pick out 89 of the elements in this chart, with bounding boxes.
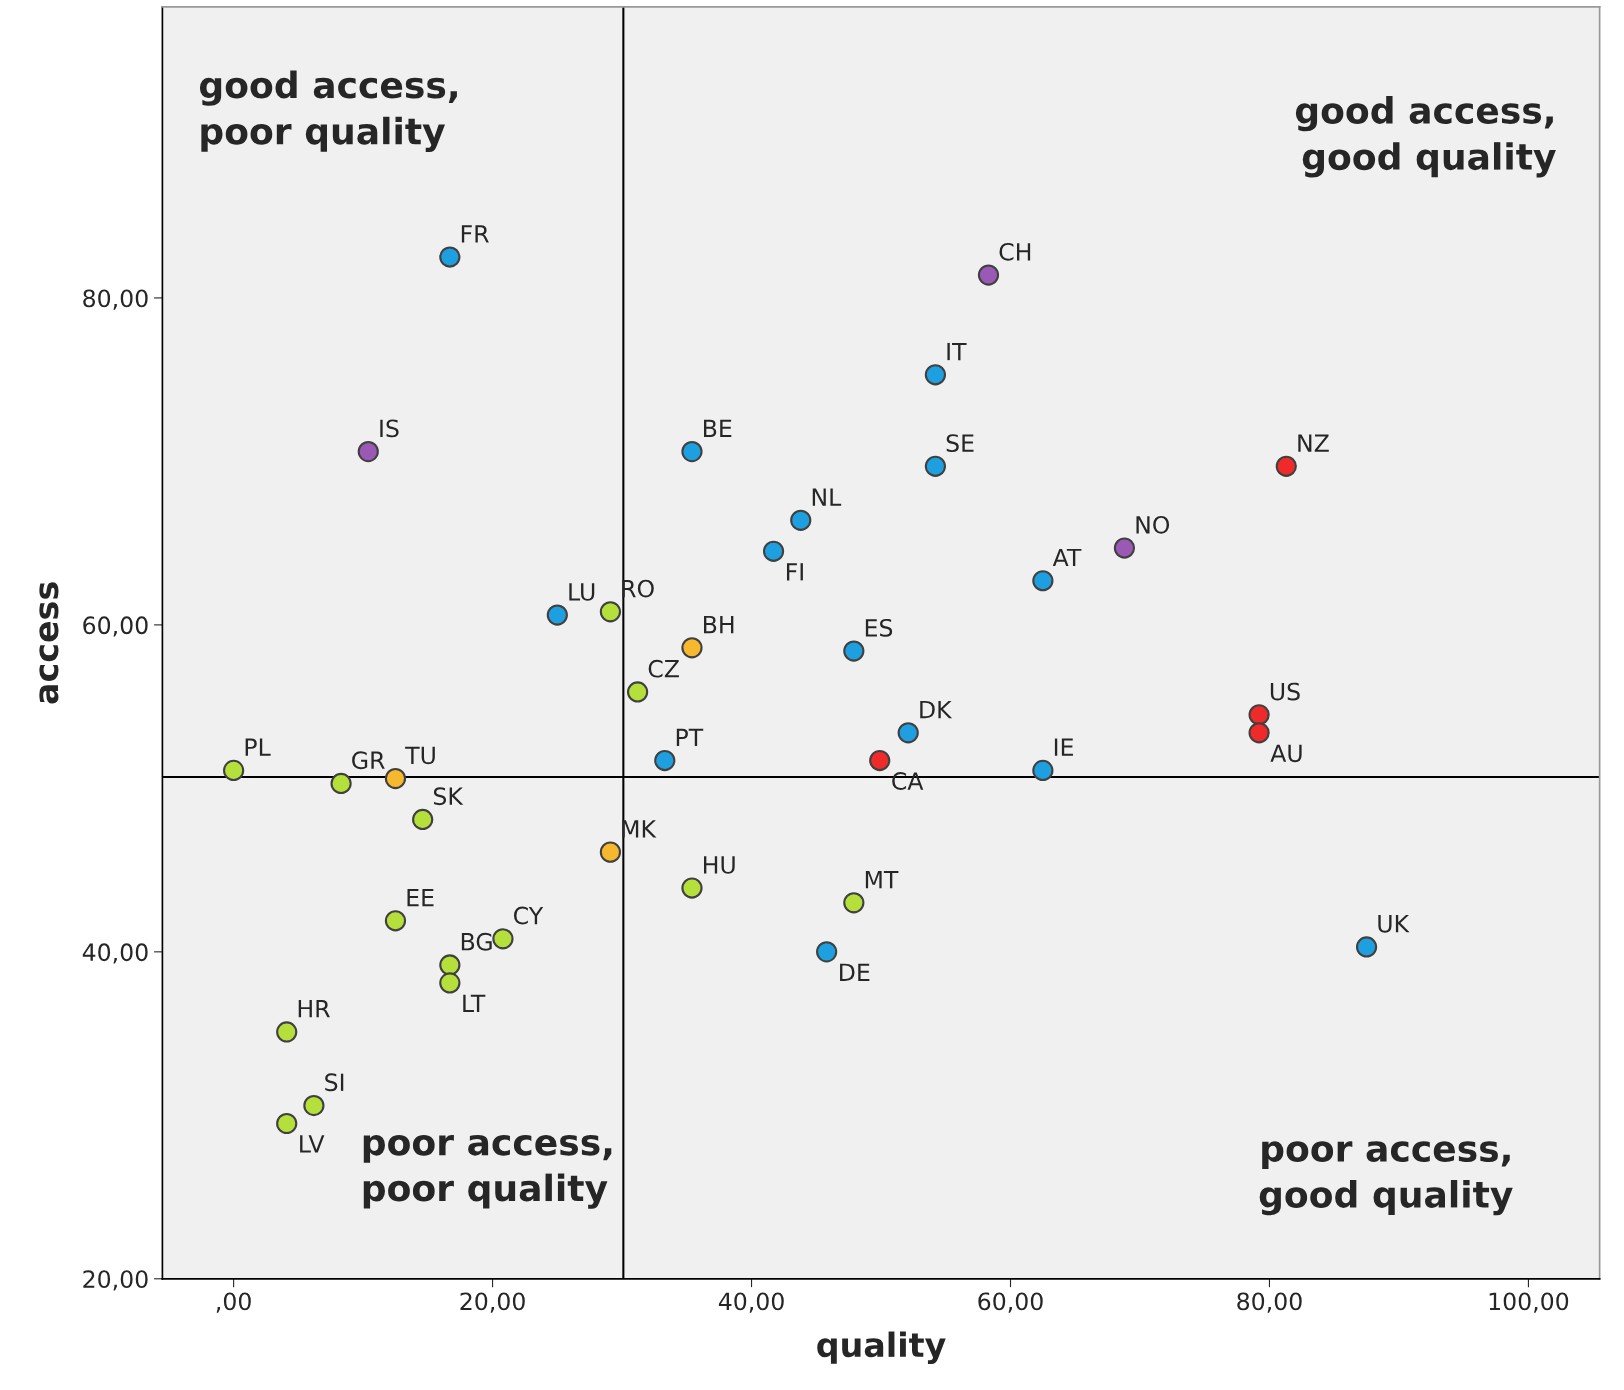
point (223, 759, 245, 781)
annotation: SE (946, 434, 974, 453)
x-tick-label: 40,00 (718, 1292, 784, 1313)
y-tick-label: 80,00 (83, 289, 148, 310)
annotation: AT (1052, 548, 1082, 567)
annotation: FI (786, 563, 803, 581)
point (276, 1021, 298, 1043)
point (654, 749, 676, 772)
annotation: FR (461, 225, 489, 243)
point (1275, 455, 1297, 477)
x-axis-title: quality (817, 1331, 946, 1365)
annotation: poor access, poor quality (363, 1134, 612, 1209)
annotation: TU (405, 746, 435, 765)
annotation: IT (947, 342, 967, 361)
annotation: BE (704, 419, 732, 437)
point (924, 364, 947, 386)
point (599, 601, 622, 623)
annotation: LU (569, 583, 595, 601)
annotation: NO (1136, 515, 1170, 534)
point (816, 941, 838, 963)
point (843, 892, 865, 914)
point (439, 246, 461, 268)
point (384, 767, 407, 790)
annotation: HU (704, 856, 735, 874)
annotation: NZ (1298, 434, 1329, 452)
annotation: DE (840, 963, 870, 981)
point (1032, 759, 1054, 781)
annotation: good access, poor quality (199, 70, 457, 152)
x-tick-label: 60,00 (978, 1292, 1043, 1313)
point (492, 928, 514, 950)
point (1248, 722, 1270, 744)
annotation: GR (352, 751, 385, 770)
point (1032, 570, 1054, 592)
point (843, 640, 865, 662)
annotation: SK (433, 787, 464, 806)
annotation: PT (676, 728, 704, 746)
annotation: HR (298, 1000, 330, 1018)
point (977, 264, 1000, 286)
point (439, 954, 461, 976)
annotation: LV (300, 1135, 325, 1153)
point (1248, 704, 1270, 726)
annotation: poor access, good quality (1259, 1141, 1513, 1216)
point (924, 455, 947, 477)
point (412, 808, 434, 831)
point (1355, 936, 1378, 958)
annotation: IE (1054, 738, 1073, 756)
x-tick-label: 100,00 (1489, 1292, 1569, 1313)
annotation: MT (865, 870, 899, 889)
annotation: IS (380, 419, 399, 438)
y-axis-title: access (39, 582, 59, 704)
point (762, 540, 785, 562)
annotation: LT (463, 994, 486, 1012)
point (897, 722, 919, 744)
point (869, 749, 891, 772)
annotation: CZ (648, 659, 679, 678)
y-tick-label: 40,00 (82, 943, 148, 964)
point (1113, 537, 1136, 559)
annotation: DK (920, 700, 953, 719)
annotation: good access, good quality (1295, 95, 1556, 178)
annotation: BH (704, 615, 734, 634)
annotation: EE (407, 888, 434, 907)
annotation: BG (461, 932, 492, 951)
x-tick-label: ,00 (216, 1292, 251, 1313)
annotation: AU (1270, 744, 1302, 763)
point (681, 637, 703, 659)
x-tick-label: 20,00 (460, 1292, 525, 1313)
annotation: CH (999, 242, 1031, 261)
point (790, 509, 812, 531)
point (681, 440, 703, 463)
point (546, 604, 568, 626)
point (599, 841, 622, 863)
annotation: PL (245, 738, 271, 756)
y-tick-label: 60,00 (83, 616, 148, 637)
annotation: SI (325, 1073, 344, 1092)
annotation: NL (812, 488, 842, 506)
annotation: UK (1378, 915, 1410, 933)
point (626, 681, 649, 703)
y-tick-label: 20,00 (83, 1270, 148, 1291)
x-tick-label: 80,00 (1237, 1292, 1302, 1313)
point (303, 1094, 325, 1117)
annotation: CY (513, 906, 544, 925)
point (439, 972, 461, 994)
point (384, 910, 407, 932)
point (357, 440, 379, 463)
point (330, 772, 352, 795)
point (681, 877, 703, 899)
annotation: US (1270, 682, 1300, 701)
annotation: ES (865, 618, 893, 637)
point (276, 1112, 298, 1135)
